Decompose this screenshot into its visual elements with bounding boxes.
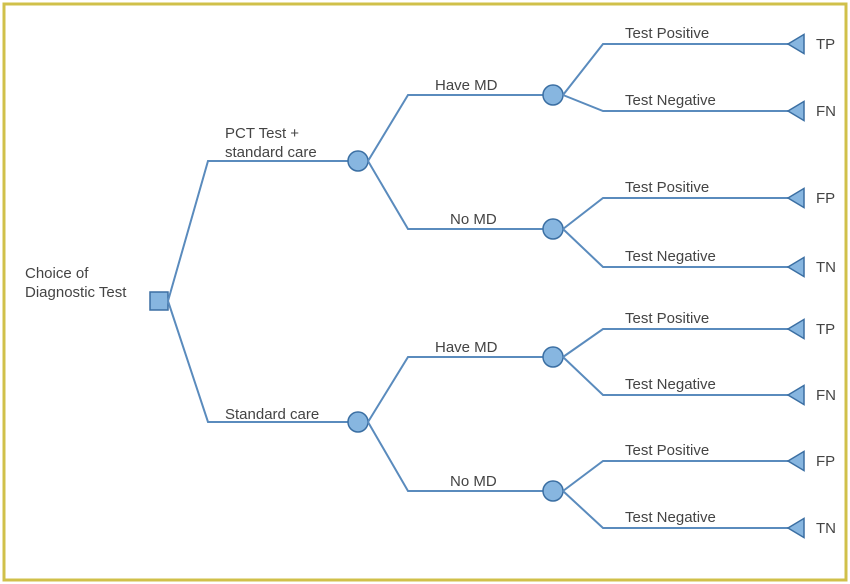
outcome-branch-label: Test Negative	[625, 248, 716, 265]
l2-label: Have MD	[435, 77, 498, 94]
outcome-tag: TP	[816, 36, 835, 53]
outcome-tag: FN	[816, 103, 836, 120]
branch-line	[563, 44, 788, 95]
outcome-tag: TN	[816, 520, 836, 537]
outcome-branch-label: Test Negative	[625, 376, 716, 393]
terminal-node	[788, 188, 804, 207]
l1-label: PCT Test +	[225, 125, 299, 142]
chance-node	[543, 219, 563, 239]
terminal-node	[788, 101, 804, 120]
outcome-tag: FP	[816, 453, 835, 470]
chance-node	[348, 412, 368, 432]
outcome-tag: FP	[816, 190, 835, 207]
terminal-node	[788, 319, 804, 338]
l2-label: No MD	[450, 211, 497, 228]
decision-node	[150, 292, 168, 310]
outcome-tag: FN	[816, 387, 836, 404]
branch-line	[368, 95, 543, 161]
chance-node	[543, 347, 563, 367]
chance-node	[348, 151, 368, 171]
l1-label: standard care	[225, 144, 317, 161]
outcome-branch-label: Test Negative	[625, 92, 716, 109]
terminal-node	[788, 385, 804, 404]
branch-line	[563, 329, 788, 357]
branch-line	[368, 357, 543, 422]
l1-label: Standard care	[225, 406, 319, 423]
branch-line	[563, 461, 788, 491]
root-label: Choice of	[25, 265, 89, 282]
terminal-node	[788, 518, 804, 537]
outcome-tag: TP	[816, 321, 835, 338]
outcome-branch-label: Test Positive	[625, 442, 709, 459]
l2-label: Have MD	[435, 339, 498, 356]
outcome-tag: TN	[816, 259, 836, 276]
outcome-branch-label: Test Negative	[625, 509, 716, 526]
l2-label: No MD	[450, 473, 497, 490]
branch-line	[168, 301, 348, 422]
frame-border	[4, 4, 846, 580]
outcome-branch-label: Test Positive	[625, 310, 709, 327]
terminal-node	[788, 451, 804, 470]
terminal-node	[788, 34, 804, 53]
branch-line	[168, 161, 348, 301]
terminal-node	[788, 257, 804, 276]
chance-node	[543, 481, 563, 501]
decision-tree-svg: Choice of Diagnostic Test PCT Test + standa…	[0, 0, 850, 584]
outcome-branch-label: Test Positive	[625, 179, 709, 196]
root-label: Diagnostic Test	[25, 284, 127, 301]
chance-node	[543, 85, 563, 105]
branch-line	[563, 198, 788, 229]
outcome-branch-label: Test Positive	[625, 25, 709, 42]
